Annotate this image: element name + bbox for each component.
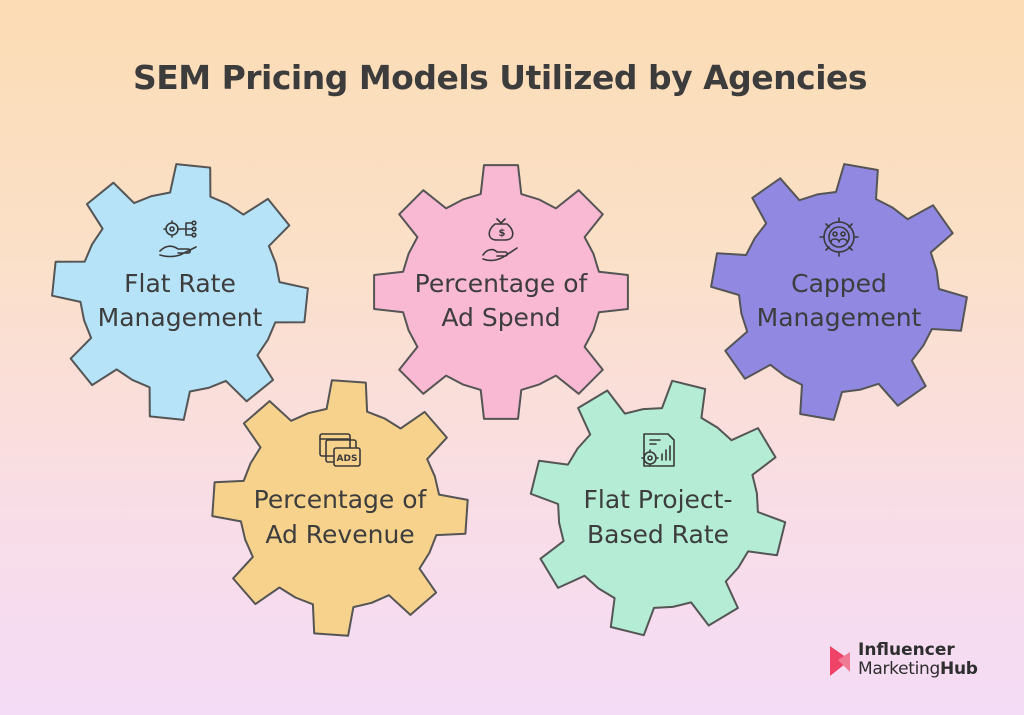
- gear-label-line2: Ad Spend: [441, 303, 560, 332]
- page-title: SEM Pricing Models Utilized by Agencies: [132, 58, 868, 97]
- logo-text-marketing: Marketing: [858, 659, 941, 679]
- gear-shape: [529, 379, 787, 637]
- gear-label-line1: Capped: [791, 269, 887, 298]
- team-gear-icon: [819, 217, 859, 257]
- gear-capped-management: Capped Management: [710, 163, 968, 421]
- influencer-marketing-hub-logo: Influencer MarketingHub: [828, 640, 1008, 690]
- gear-shape: [211, 379, 469, 637]
- gear-label-line2: Management: [98, 303, 263, 332]
- logo-mark-icon: [830, 646, 850, 676]
- gear-percentage-of-ad-spend: $ Percentage of Ad Spend: [373, 164, 629, 420]
- gear-shape: [710, 163, 968, 421]
- gear-label-line2: Ad Revenue: [265, 520, 414, 549]
- gear-shape: [373, 164, 629, 420]
- logo-text-line1: Influencer: [858, 640, 955, 660]
- document-gear-chart-icon: [641, 433, 675, 467]
- gear-label-line1: Percentage of: [254, 485, 428, 514]
- gear-hand-network-icon: [159, 220, 197, 258]
- gear-label-line1: Flat Rate: [124, 269, 236, 298]
- gear-shape: [51, 163, 309, 421]
- gear-label-line1: Percentage of: [415, 269, 589, 298]
- gear-label-line1: Flat Project-: [584, 485, 733, 514]
- svg-text:$: $: [499, 228, 506, 239]
- gear-percentage-of-ad-revenue: ADS Percentage of Ad Revenue: [211, 379, 469, 637]
- gear-flat-rate-management: Flat Rate Management: [51, 163, 309, 421]
- ads-icon-text: ADS: [337, 454, 358, 464]
- money-bag-hand-icon: $: [482, 218, 518, 262]
- gear-label-line2: Management: [757, 303, 922, 332]
- ads-windows-icon: ADS: [319, 433, 361, 467]
- gear-label-line2: Based Rate: [587, 520, 729, 549]
- logo-text-line2: MarketingHub: [858, 659, 978, 679]
- logo-text-hub: Hub: [940, 659, 978, 679]
- gear-flat-project-based-rate: Flat Project- Based Rate: [529, 379, 787, 637]
